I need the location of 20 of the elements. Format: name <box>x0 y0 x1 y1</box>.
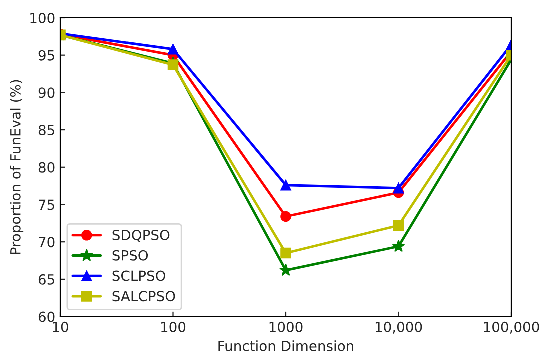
x-tick-label: 100 <box>162 322 186 332</box>
y-tick-label: 85 <box>38 125 54 136</box>
y-tick-label: 95 <box>38 50 54 61</box>
x-tick-label: 10 <box>53 322 68 332</box>
y-tick-label: 60 <box>38 312 55 322</box>
legend-label: SPSO <box>112 250 148 261</box>
legend-label: SCLPSO <box>112 270 166 282</box>
y-tick-label: 70 <box>39 237 55 248</box>
y-tick-label: 100 <box>30 12 55 24</box>
legend-label: SALCPSO <box>112 291 176 302</box>
x-axis-title: Function Dimension <box>218 340 354 352</box>
legend-label: SDQPSO <box>112 230 170 242</box>
y-tick-label: 65 <box>38 274 54 285</box>
y-tick-label: 75 <box>39 200 54 210</box>
x-tick-label: 1000 <box>270 322 303 332</box>
y-tick-label: 80 <box>38 162 55 173</box>
x-tick-label: 10,000 <box>376 322 422 334</box>
y-tick-label: 90 <box>38 88 55 98</box>
y-axis-title: Proportion of FunEval (%) <box>10 80 24 254</box>
x-tick-label: 100,000 <box>484 322 540 334</box>
